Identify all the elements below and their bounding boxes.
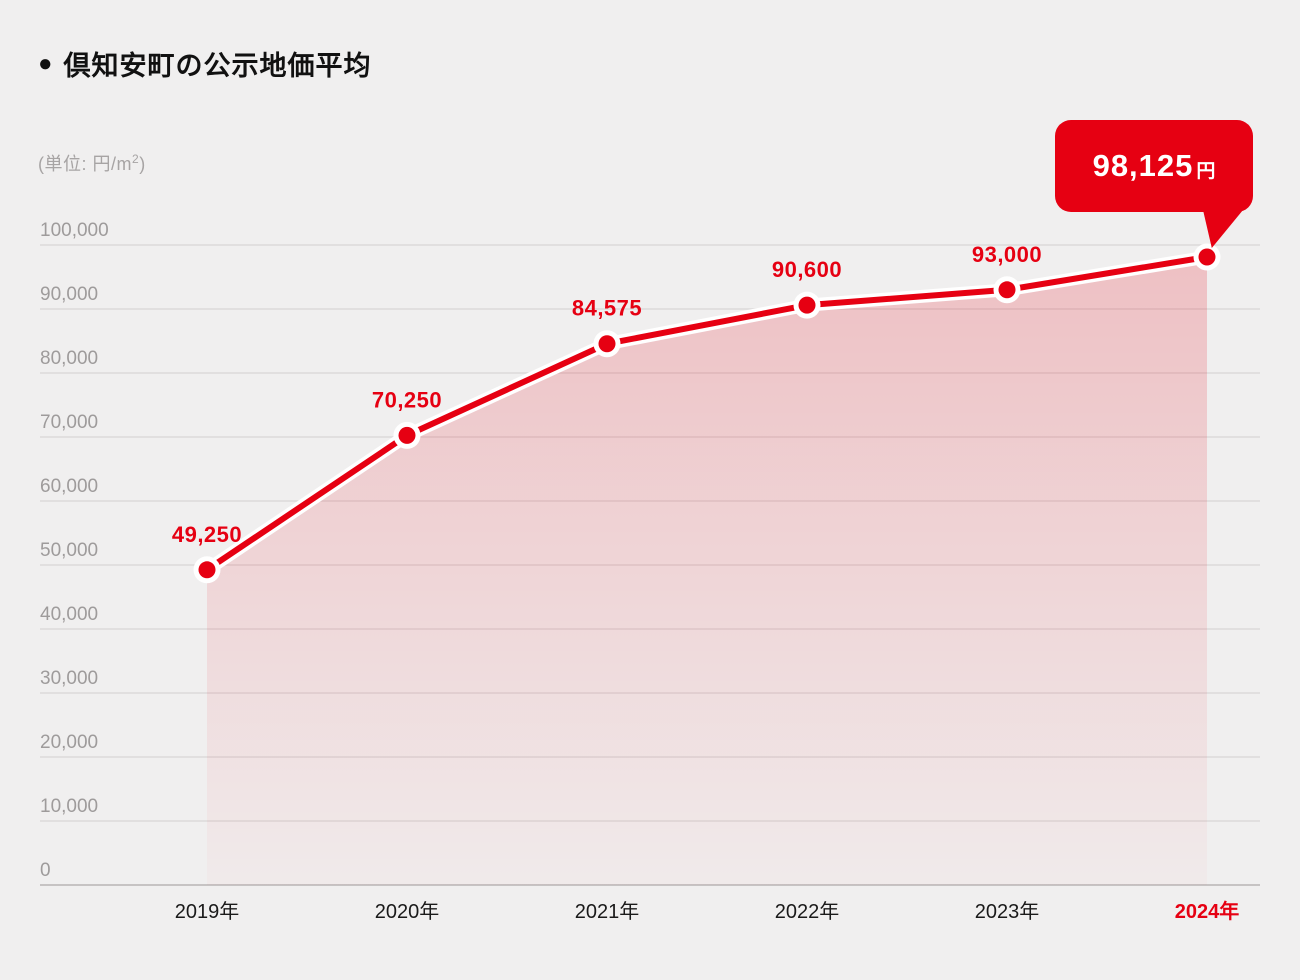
unit-label: (単位: 円/m2) [38,150,146,176]
y-tick-label: 80,000 [40,348,98,369]
y-tick-label: 90,000 [40,284,98,305]
callout-value: 98,125 [1092,148,1194,183]
y-tick-label: 10,000 [40,796,98,817]
bullet-icon: ● [38,49,54,77]
callout-box: 98,125 円 [1055,120,1253,212]
unit-label-prefix: (単位: 円/m [38,154,132,174]
y-tick-label: 60,000 [40,476,98,497]
data-point-label: 70,250 [372,387,442,412]
unit-label-superscript: 2 [132,152,140,166]
data-point [198,561,216,579]
data-point-label: 84,575 [572,296,642,321]
page-title-text: 倶知安町の公示地価平均 [63,51,372,81]
y-tick-label: 40,000 [40,604,98,625]
data-point [998,281,1016,299]
trend-line [204,254,1210,573]
x-tick-label: 2023年 [975,900,1040,923]
y-tick-label: 20,000 [40,732,98,753]
x-tick-label: 2022年 [775,900,840,923]
y-tick-label: 70,000 [40,412,98,433]
unit-label-suffix: ) [139,154,146,174]
page-title: ● 倶知安町の公示地価平均 [38,44,372,83]
area-fill [207,257,1207,885]
x-tick-label: 2020年 [375,900,440,923]
callout-suffix: 円 [1196,160,1216,182]
y-tick-label: 30,000 [40,668,98,689]
data-point-label: 49,250 [172,522,242,547]
data-point [398,426,416,444]
data-point [798,296,816,314]
data-point [1198,248,1216,266]
x-tick-label: 2024年 [1175,899,1240,923]
data-point-label: 93,000 [972,242,1042,267]
y-tick-label: 50,000 [40,540,98,561]
callout-bubble: 98,125 円 [1055,120,1253,248]
y-tick-label: 0 [40,860,51,881]
data-point-label: 90,600 [772,257,842,282]
x-tick-label: 2021年 [575,900,640,923]
y-tick-label: 100,000 [40,220,109,241]
x-tick-label: 2019年 [175,900,240,923]
data-point [598,335,616,353]
